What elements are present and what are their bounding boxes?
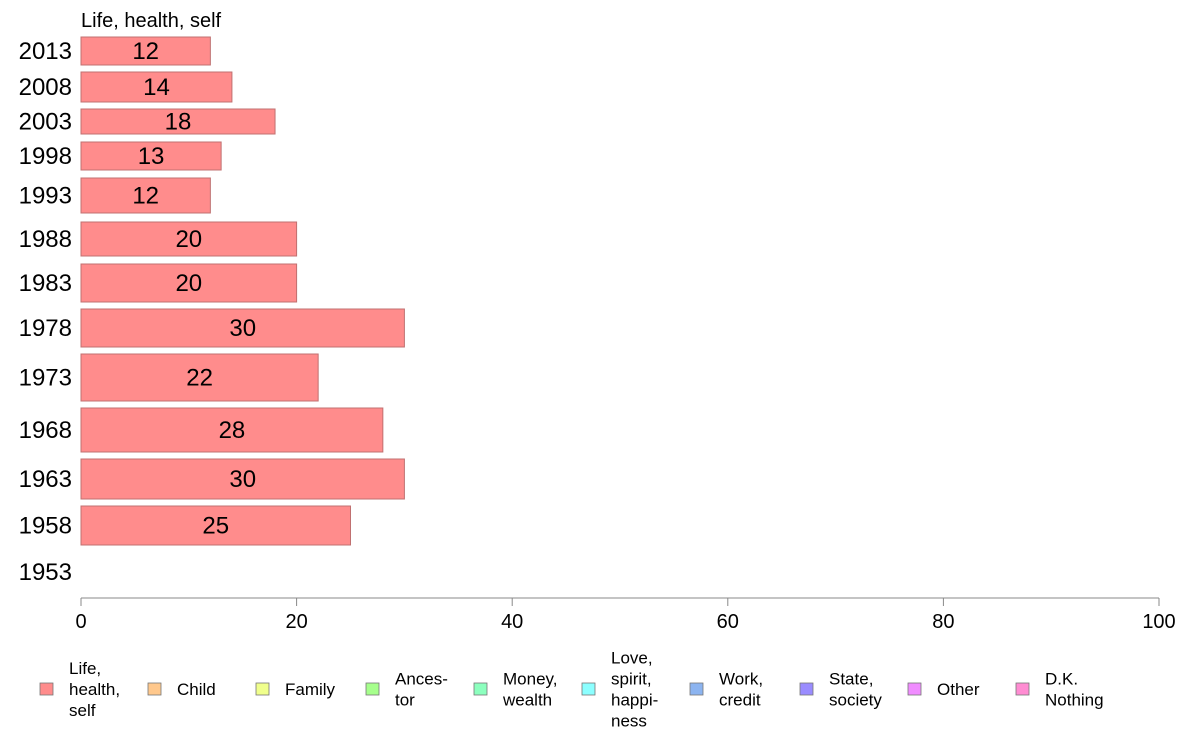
legend-swatch: [1015, 682, 1030, 696]
data-label: 28: [219, 417, 246, 444]
x-tick-label: 100: [1142, 611, 1175, 633]
legend-item: Other: [907, 680, 980, 699]
category-label: 1993: [19, 183, 72, 210]
category-label: 1968: [19, 417, 72, 444]
category-label: 1983: [19, 270, 72, 297]
x-tick-label: 40: [501, 611, 523, 633]
bar: [80, 308, 405, 348]
category-label: 1973: [19, 365, 72, 392]
row-2008: 2008 14: [19, 71, 233, 103]
legend-item: Ances-tor: [365, 670, 448, 710]
data-label: 20: [175, 270, 202, 297]
data-label: 14: [143, 74, 170, 101]
category-label: 1988: [19, 226, 72, 253]
category-label: 1963: [19, 466, 72, 493]
x-axis: 0 20 40 60 80 100: [75, 597, 1176, 633]
legend-item: D.K. Nothing: [1015, 670, 1104, 710]
x-tick-label: 0: [75, 611, 86, 633]
x-tick-label: 20: [285, 611, 307, 633]
row-1993: 1993 12: [19, 177, 211, 214]
row-1963: 1963 30: [19, 458, 405, 500]
legend-swatch: [907, 682, 922, 696]
category-label: 1953: [19, 559, 72, 586]
legend-label: State, society: [829, 670, 882, 710]
legend-item: Work, credit: [689, 670, 763, 710]
legend-item: Child: [147, 680, 216, 699]
legend-label: Love, spirit, happi-ness: [611, 649, 658, 731]
chart-title: Life, health, self: [81, 10, 222, 32]
legend-swatch: [581, 682, 596, 696]
bar: [80, 141, 222, 171]
row-1968: 1968 28: [19, 407, 384, 453]
row-1988: 1988 20: [19, 221, 298, 257]
legend-swatch: [689, 682, 704, 696]
category-label: 2003: [19, 109, 72, 136]
bar: [80, 71, 233, 103]
data-label: 20: [175, 226, 202, 253]
bar: [80, 353, 319, 402]
bar: [80, 458, 405, 500]
legend-label: Money, wealth: [502, 670, 558, 710]
legend-label: Family: [285, 680, 336, 699]
row-1983: 1983 20: [19, 263, 298, 303]
row-1998: 1998 13: [19, 141, 222, 171]
data-label: 12: [132, 38, 159, 65]
bar: [80, 505, 351, 546]
legend: Life, health, self Child Family Ances-tor Mone…: [39, 649, 1104, 731]
data-label: 12: [132, 183, 159, 210]
data-label: 30: [229, 315, 256, 342]
category-label: 2013: [19, 38, 72, 65]
legend-swatch: [473, 682, 488, 696]
legend-swatch: [365, 682, 380, 696]
legend-label: Ances-tor: [395, 670, 448, 710]
legend-label: Work, credit: [719, 670, 763, 710]
row-1973: 1973 22: [19, 353, 319, 402]
legend-label: Life, health, self: [69, 659, 120, 720]
category-label: 1958: [19, 513, 72, 540]
data-label: 13: [138, 143, 165, 170]
legend-item: Life, health, self: [39, 659, 120, 720]
category-label: 1998: [19, 143, 72, 170]
legend-label: Other: [937, 680, 980, 699]
category-label: 2008: [19, 74, 72, 101]
data-label: 25: [202, 513, 229, 540]
row-2013: 2013 12: [19, 36, 211, 66]
data-label: 30: [229, 466, 256, 493]
legend-label: Child: [177, 680, 216, 699]
legend-item: Money, wealth: [473, 670, 558, 710]
row-1953: 1953: [19, 559, 72, 586]
legend-swatch: [799, 682, 814, 696]
category-label: 1978: [19, 315, 72, 342]
row-1958: 1958 25: [19, 505, 351, 546]
row-1978: 1978 30: [19, 308, 405, 348]
legend-item: State, society: [799, 670, 882, 710]
x-tick-label: 80: [932, 611, 954, 633]
bar: [80, 108, 276, 135]
bar: [80, 177, 211, 214]
data-label: 18: [165, 109, 192, 136]
legend-item: Love, spirit, happi-ness: [581, 649, 658, 731]
legend-label: D.K. Nothing: [1045, 670, 1104, 710]
x-tick-label: 60: [717, 611, 739, 633]
legend-swatch: [255, 682, 270, 696]
bar: [80, 221, 298, 257]
row-2003: 2003 18: [19, 108, 276, 136]
bar: [80, 36, 211, 66]
legend-item: Family: [255, 680, 336, 699]
bar: [80, 407, 384, 453]
bar: [80, 263, 298, 303]
legend-swatch: [147, 682, 162, 696]
data-label: 22: [186, 365, 213, 392]
legend-swatch: [39, 682, 54, 696]
